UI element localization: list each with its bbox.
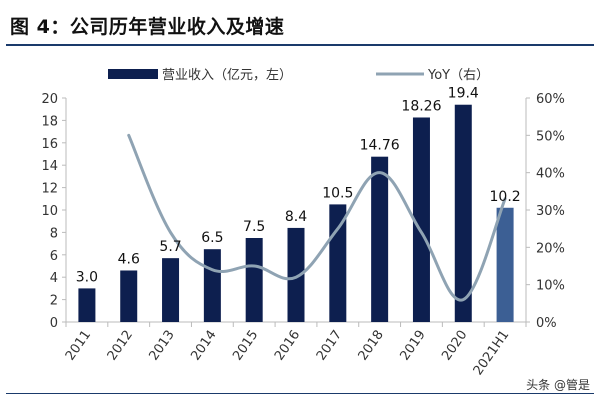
data-label-2011: 3.0 [76,269,98,285]
data-label-2018: 14.76 [360,138,400,154]
watermark: 头条 @管是 [526,378,590,392]
y-left-tick-label: 10 [41,204,58,219]
data-label-2019: 18.26 [401,98,441,114]
x-tick-label: 2020 [439,328,470,364]
y-left-tick-label: 16 [41,137,58,152]
x-tick-label: 2013 [147,328,178,364]
legend-swatch-revenue [108,69,158,79]
y-left-tick-label: 18 [41,114,58,129]
data-label-2017: 10.5 [322,185,353,201]
bar-2018 [371,156,389,322]
y-left-tick-label: 20 [41,92,58,107]
x-tick-label: 2019 [397,328,428,364]
y-right-tick-label: 10% [536,279,565,294]
yoy-series [127,133,507,302]
data-label-2016: 8.4 [285,209,307,225]
data-label-2014: 6.5 [201,230,223,246]
y-left-tick-label: 2 [50,294,58,309]
data-label-2021H1: 10.2 [490,189,521,205]
figure-title: 图 4：公司历年营业收入及增速 [10,16,285,38]
y-left-tick-label: 0 [50,316,58,331]
y-right-tick-label: 50% [536,129,565,144]
data-labels: 3.0 4.6 5.7 6.5 7.5 8.4 10.5 14.76 18.26 19.4 10.2 [76,86,521,286]
bar-2011 [78,288,96,322]
y-left-tick-label: 8 [50,226,58,241]
x-tick-label: 2015 [230,328,261,364]
bar-2012 [120,270,138,322]
data-label-2013: 5.7 [159,239,181,255]
data-label-2012: 4.6 [118,251,140,267]
bar-2016 [287,227,305,322]
bar-2015 [245,238,263,322]
y-right-tick-label: 30% [536,204,565,219]
y-right-tick-label: 60% [536,92,565,107]
data-label-2015: 7.5 [243,219,265,235]
legend-label-revenue: 营业收入（亿元，左） [162,68,292,83]
y-right-tick-label: 20% [536,241,565,256]
x-tick-label: 2012 [105,328,136,364]
bar-2021H1 [496,207,514,322]
title-rule [6,44,594,46]
y-left-tick-label: 6 [50,249,58,264]
yoy-line [127,133,507,302]
data-label-2020: 19.4 [448,86,479,102]
x-tick-label: 2011 [63,328,94,364]
bar-2019 [412,117,430,322]
y-right-tick-label: 0% [536,316,557,331]
chart-legend: 营业收入（亿元，左） YoY（右） [108,68,489,83]
legend-label-yoy: YoY（右） [427,68,489,83]
y-left-tick-label: 14 [41,159,58,174]
bar-2014 [203,249,221,322]
x-tick-label: 2016 [272,328,303,364]
y-right-tick-label: 40% [536,167,565,182]
x-tick-label: 2017 [314,328,345,364]
bottom-rule [6,393,594,394]
x-tick-label: 2021H1 [471,328,513,378]
bar-2020 [454,104,472,322]
x-tick-label: 2018 [356,328,387,364]
bar-2013 [162,258,180,322]
y-left-tick-label: 12 [41,182,58,197]
x-tick-label: 2014 [188,328,219,364]
y-left-tick-label: 4 [50,271,58,286]
